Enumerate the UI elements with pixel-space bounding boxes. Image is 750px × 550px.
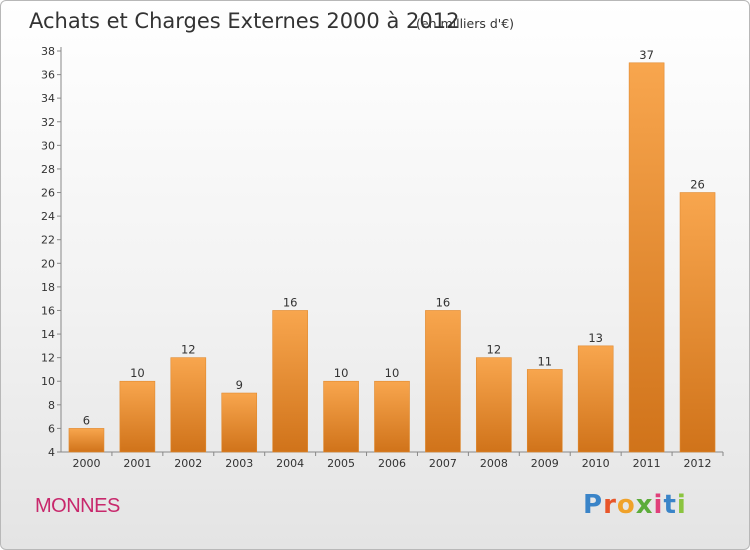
y-tick-label: 28 <box>41 163 55 176</box>
bar <box>374 380 410 453</box>
plot-area: 4 6 8 10 12 14 16 18 20 22 24 26 28 30 32 34 36 38 2000 6 20… <box>41 45 724 470</box>
x-tick-label: 2005 <box>327 457 355 470</box>
y-tick-label: 14 <box>41 328 55 341</box>
logo-letter: t <box>663 490 677 520</box>
x-tick-label: 2007 <box>429 457 457 470</box>
logo-letter: x <box>635 490 654 520</box>
x-tick-label: 2006 <box>378 457 406 470</box>
y-tick-label: 4 <box>48 446 55 459</box>
y-tick-label: 24 <box>41 210 55 223</box>
y-tick-label: 22 <box>41 234 55 247</box>
bar-group: 6 <box>68 413 105 453</box>
y-tick-label: 26 <box>41 187 55 200</box>
x-tick-label: 2011 <box>633 457 661 470</box>
bar <box>119 380 156 453</box>
x-tick-label: 2001 <box>123 457 151 470</box>
chart-title: Achats et Charges Externes 2000 à 2012 <box>29 9 459 33</box>
bar-group: 13 <box>577 331 614 453</box>
bar <box>221 392 258 453</box>
bar-group: 26 <box>679 178 716 453</box>
bar-group: 10 <box>119 366 156 453</box>
x-tick-label: 2010 <box>582 457 610 470</box>
y-tick-label: 34 <box>41 92 55 105</box>
bar-group: 12 <box>170 343 207 453</box>
bar-value-label: 12 <box>487 343 502 357</box>
bar-value-label: 10 <box>385 366 400 380</box>
logo-letter: r <box>603 490 617 520</box>
x-tick-label: 2008 <box>480 457 508 470</box>
x-tick-label: 2009 <box>531 457 559 470</box>
logo-letter: P <box>583 490 604 520</box>
bar <box>526 369 563 453</box>
y-tick-label: 12 <box>41 352 55 365</box>
x-tick-label: 2004 <box>276 457 304 470</box>
bar-group: 11 <box>526 354 563 453</box>
bar <box>170 357 207 453</box>
bar-value-label: 11 <box>537 354 552 368</box>
bar <box>323 380 359 453</box>
logo-letter: o <box>616 490 636 520</box>
y-tick-label: 8 <box>48 399 55 412</box>
y-tick-label: 16 <box>41 304 55 317</box>
x-tick-label: 2002 <box>174 457 202 470</box>
y-tick-label: 30 <box>41 139 55 152</box>
y-tick-label: 20 <box>41 257 55 270</box>
logo-letter: i <box>676 490 687 520</box>
y-tick-label: 10 <box>41 375 55 388</box>
bar-value-label: 16 <box>436 295 451 309</box>
bar-value-label: 37 <box>639 48 654 62</box>
chart-subtitle: (en milliers d'€) <box>416 16 514 31</box>
bar-value-label: 9 <box>236 378 243 392</box>
bar-group: 16 <box>425 295 461 453</box>
bar <box>476 357 512 453</box>
y-tick-label: 36 <box>41 69 55 82</box>
bar-value-label: 16 <box>283 295 298 309</box>
bar <box>68 428 105 453</box>
x-tick-label: 2000 <box>72 457 100 470</box>
bar-value-label: 6 <box>83 413 90 427</box>
bar-group: 16 <box>272 295 308 453</box>
y-tick-label: 38 <box>41 45 55 58</box>
bar <box>679 192 716 453</box>
x-tick-label: 2003 <box>225 457 253 470</box>
bar-value-label: 12 <box>181 343 196 357</box>
y-tick-label: 6 <box>48 422 55 435</box>
bar-value-label: 10 <box>130 366 145 380</box>
bar-group: 9 <box>221 378 258 453</box>
bar <box>425 310 461 453</box>
bar-group: 37 <box>628 48 665 453</box>
y-tick-label: 18 <box>41 281 55 294</box>
bar-group: 12 <box>476 343 512 453</box>
commune-name: MONNES <box>35 495 120 517</box>
bar <box>628 62 665 453</box>
bar <box>272 310 308 453</box>
y-tick-label: 32 <box>41 116 55 129</box>
bar-group: 10 <box>323 366 359 453</box>
bar-value-label: 13 <box>588 331 603 345</box>
logo-letter: i <box>653 490 664 520</box>
bar-group: 10 <box>374 366 410 453</box>
x-tick-label: 2012 <box>684 457 712 470</box>
bar <box>577 345 614 453</box>
bar-value-label: 10 <box>334 366 349 380</box>
bar-value-label: 26 <box>690 178 705 192</box>
